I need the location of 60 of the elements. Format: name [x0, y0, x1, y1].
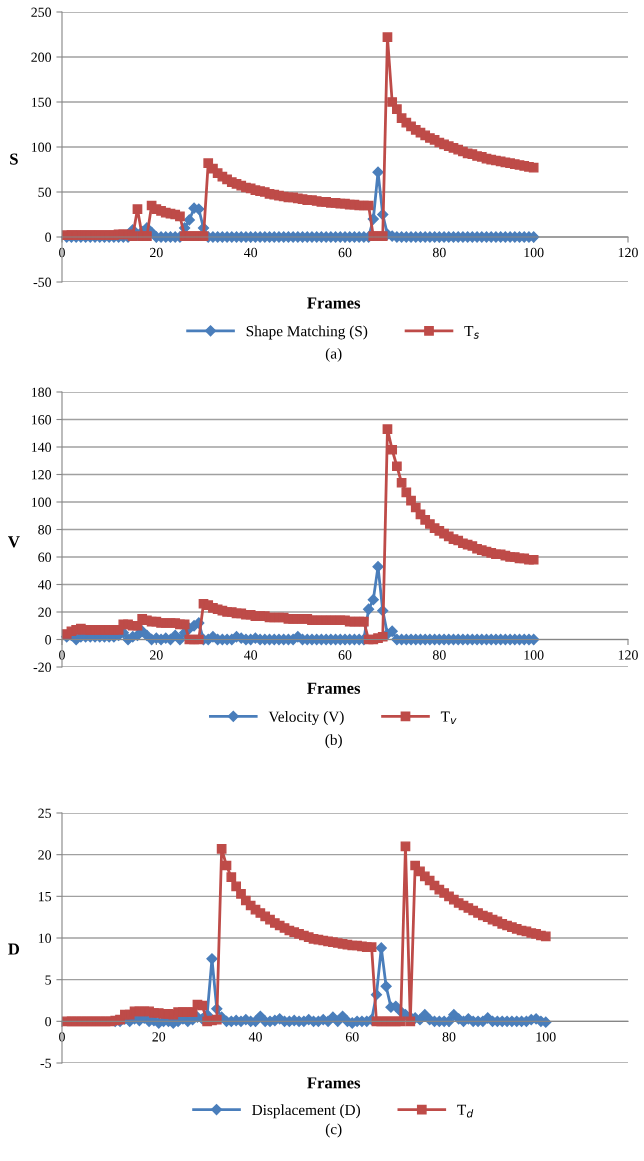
y-tick-label: 20: [38, 607, 52, 617]
x-tick-label: 20: [150, 247, 163, 258]
y-tick-label: 150: [31, 97, 52, 107]
legend-label: T$_{s}$: [464, 326, 479, 339]
x-tick-label: 60: [345, 1032, 359, 1042]
y-tick-label: 25: [38, 808, 52, 818]
y-tick-label: 0: [45, 232, 52, 242]
x-tick-label: 120: [618, 650, 638, 660]
y-tick-label: 200: [31, 52, 52, 62]
x-tick-label: 60: [338, 247, 352, 258]
x-tick-label: 80: [442, 1032, 456, 1042]
x-tick-label: 0: [59, 247, 65, 258]
y-tick-label: 5: [45, 975, 52, 985]
x-tick-label: 40: [243, 247, 258, 258]
x-tick-label: 20: [150, 650, 163, 660]
y-tick-label: 120: [31, 470, 52, 480]
y-tick-label: 60: [38, 552, 52, 562]
y-axis-title: V: [8, 536, 20, 548]
y-tick-label: 140: [31, 442, 52, 452]
x-tick-label: 100: [536, 1032, 556, 1042]
y-tick-label: 0: [45, 635, 52, 645]
x-axis-title: Frames: [307, 297, 361, 309]
x-tick-label: 80: [432, 247, 446, 258]
y-axis-title: D: [8, 943, 20, 955]
legend-label: Velocity (V): [268, 711, 344, 725]
legend-label: Shape Matching (S): [246, 325, 368, 340]
y-tick-label: 10: [38, 933, 52, 943]
x-tick-label: 60: [338, 650, 352, 660]
text: (c): [325, 1123, 342, 1138]
legend-label: Displacement (D): [252, 1104, 361, 1119]
y-tick-label: 160: [31, 415, 52, 425]
y-tick-label: -5: [40, 1058, 52, 1068]
legend-label: T$_{v}$: [440, 711, 457, 725]
legend-label: T$_{d}$: [457, 1104, 474, 1118]
y-tick-label: 250: [31, 7, 52, 17]
x-tick-label: 0: [59, 650, 65, 660]
y-tick-label: -20: [33, 662, 52, 672]
y-tick-label: -50: [33, 277, 52, 287]
y-tick-label: 180: [31, 387, 52, 397]
x-tick-label: 80: [432, 650, 446, 660]
x-axis-title: Frames: [307, 1077, 361, 1089]
text: (a): [325, 347, 342, 362]
y-tick-label: 15: [38, 891, 52, 902]
x-tick-label: 0: [59, 1032, 65, 1042]
y-tick-label: 40: [37, 580, 52, 590]
x-tick-label: 40: [248, 1032, 262, 1042]
y-tick-label: 80: [38, 525, 52, 535]
x-tick-label: 100: [524, 247, 544, 258]
y-axis-title: S: [10, 153, 18, 165]
x-tick-label: 20: [152, 1032, 166, 1042]
y-tick-label: 0: [45, 1016, 52, 1027]
x-tick-label: 100: [524, 650, 544, 660]
x-tick-label: 120: [618, 247, 638, 258]
y-tick-label: 100: [31, 497, 52, 507]
x-axis-title: Frames: [307, 682, 361, 694]
y-tick-label: 100: [31, 142, 52, 152]
y-tick-label: 20: [38, 850, 52, 860]
text: (b): [325, 734, 342, 749]
x-tick-label: 40: [243, 650, 258, 660]
y-tick-label: 50: [38, 187, 52, 197]
